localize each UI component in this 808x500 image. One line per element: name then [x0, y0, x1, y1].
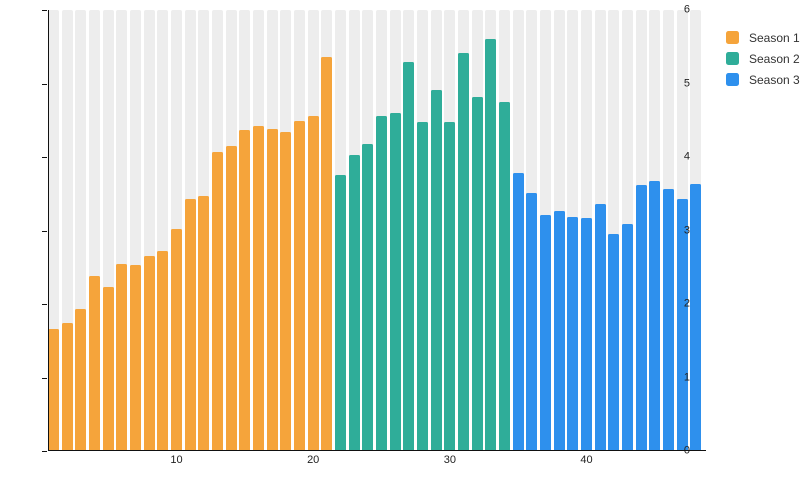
- bar-episode-31[interactable]: [458, 52, 470, 450]
- bar-episode-10[interactable]: [171, 228, 183, 450]
- bar-episode-35[interactable]: [512, 172, 524, 450]
- bar-episode-13[interactable]: [212, 152, 224, 450]
- bar-backdrop: [61, 10, 73, 450]
- bar-episode-14[interactable]: [225, 146, 237, 450]
- x-axis-labels: 10 20 30 40: [48, 451, 704, 467]
- y-tick-label: 3: [683, 224, 690, 236]
- x-tick-label: 30: [443, 454, 457, 466]
- legend-swatch: [726, 31, 739, 44]
- bar-episode-9[interactable]: [157, 250, 169, 450]
- legend-item-season-3[interactable]: Season 3: [726, 72, 800, 87]
- bar-episode-15[interactable]: [239, 130, 251, 450]
- y-tick-label: 4: [683, 150, 690, 163]
- bar-backdrop: [608, 10, 620, 450]
- bar-backdrop: [102, 10, 114, 450]
- bar-episode-41[interactable]: [594, 204, 606, 450]
- bar-episode-43[interactable]: [622, 224, 634, 450]
- bar-episode-2[interactable]: [61, 323, 73, 450]
- bar-episode-7[interactable]: [130, 264, 142, 450]
- bar-episode-33[interactable]: [485, 38, 497, 450]
- y-tick-label: 1: [683, 371, 690, 383]
- bar-episode-42[interactable]: [608, 233, 620, 450]
- bar-episode-22[interactable]: [335, 175, 347, 450]
- x-tick-label: 20: [307, 454, 320, 466]
- bar-episode-16[interactable]: [253, 125, 265, 450]
- bar-episode-6[interactable]: [116, 263, 128, 450]
- y-tick-mark: [42, 304, 47, 305]
- legend-item-season-2[interactable]: Season 2: [726, 51, 800, 66]
- y-axis-line: [48, 10, 49, 451]
- bar-episode-46[interactable]: [663, 188, 675, 450]
- y-tick-label: 6: [683, 3, 690, 16]
- bar-backdrop: [89, 10, 101, 450]
- bar-episode-20[interactable]: [307, 116, 319, 450]
- y-tick-mark: [42, 10, 47, 11]
- y-tick-mark: [42, 230, 47, 232]
- bar-episode-30[interactable]: [444, 121, 456, 450]
- bar-backdrop: [116, 10, 128, 450]
- y-tick-label: 5: [683, 77, 690, 89]
- bar-episode-40[interactable]: [581, 218, 593, 450]
- bar-episode-4[interactable]: [89, 275, 101, 450]
- bar-backdrop: [48, 10, 60, 450]
- bar-backdrop: [157, 10, 169, 450]
- bar-episode-12[interactable]: [198, 196, 210, 450]
- x-tick-label: 40: [580, 454, 593, 466]
- bar-episode-36[interactable]: [526, 192, 538, 450]
- bar-episode-34[interactable]: [499, 102, 511, 450]
- bar-episode-24[interactable]: [362, 144, 374, 450]
- legend-item-season-1[interactable]: Season 1: [726, 30, 800, 45]
- legend-swatch: [726, 52, 739, 65]
- bar-episode-32[interactable]: [471, 96, 483, 450]
- bar-episode-17[interactable]: [266, 128, 278, 450]
- y-tick-label: 2: [683, 297, 690, 310]
- legend-label: Season 3: [749, 72, 800, 87]
- bar-episode-19[interactable]: [294, 120, 306, 450]
- y-tick-mark: [42, 83, 47, 85]
- bar-episode-1[interactable]: [48, 329, 60, 450]
- y-tick-mark: [42, 157, 47, 158]
- bar-episode-3[interactable]: [75, 309, 87, 450]
- bar-episode-39[interactable]: [567, 216, 579, 450]
- bar-episode-28[interactable]: [417, 122, 429, 450]
- bar-backdrop: [75, 10, 87, 450]
- bar-episode-29[interactable]: [430, 89, 442, 450]
- x-tick-label: 10: [170, 454, 183, 466]
- legend: Season 1 Season 2 Season 3: [726, 31, 800, 94]
- bar-episode-21[interactable]: [321, 56, 333, 450]
- bar-episode-45[interactable]: [649, 180, 661, 450]
- legend-swatch: [726, 73, 739, 86]
- bar-backdrop: [143, 10, 155, 450]
- bar-episode-26[interactable]: [389, 112, 401, 450]
- bar-episode-48[interactable]: [690, 183, 702, 450]
- bar-episode-25[interactable]: [376, 116, 388, 450]
- bar-episode-5[interactable]: [102, 286, 114, 450]
- x-axis-line: [48, 450, 706, 451]
- bar-episode-47[interactable]: [676, 198, 688, 450]
- y-tick-mark: [42, 377, 47, 379]
- bar-episode-37[interactable]: [540, 215, 552, 450]
- bar-episode-11[interactable]: [184, 199, 196, 450]
- bar-backdrop: [130, 10, 142, 450]
- bar-episode-27[interactable]: [403, 62, 415, 450]
- legend-label: Season 2: [749, 51, 800, 66]
- y-tick-mark: [42, 451, 47, 452]
- bar-episode-38[interactable]: [553, 210, 565, 450]
- legend-label: Season 1: [749, 30, 800, 45]
- bar-episode-8[interactable]: [143, 256, 155, 450]
- bar-episode-44[interactable]: [635, 184, 647, 450]
- bar-episode-18[interactable]: [280, 131, 292, 450]
- bar-episode-23[interactable]: [348, 155, 360, 450]
